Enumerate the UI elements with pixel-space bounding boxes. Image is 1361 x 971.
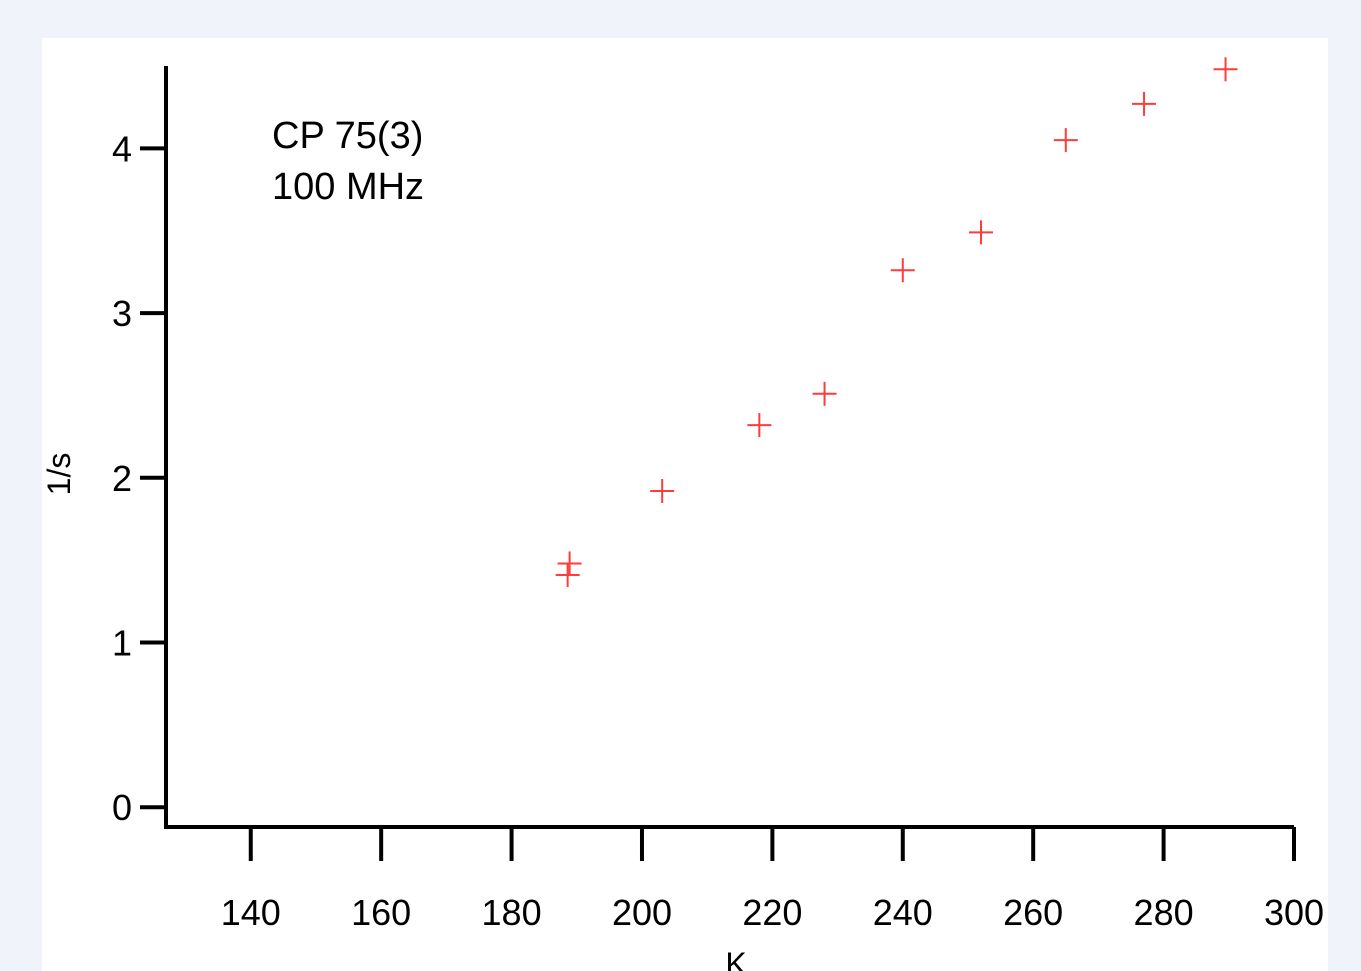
- y-tick-label: 4: [112, 128, 132, 169]
- data-point: [812, 381, 837, 406]
- y-tick-label: 2: [112, 458, 132, 499]
- y-axis-label: 1/s: [42, 453, 77, 496]
- x-tick-label: 300: [1264, 892, 1324, 933]
- x-tick-label: 180: [482, 892, 542, 933]
- x-tick-label: 280: [1134, 892, 1194, 933]
- data-point: [557, 551, 582, 576]
- data-point: [969, 220, 994, 245]
- data-point: [747, 413, 772, 438]
- annotation-sample-name: CP 75(3): [272, 115, 423, 157]
- y-tick-label: 1: [112, 623, 132, 664]
- x-tick-label: 200: [612, 892, 672, 933]
- x-tick-label: 260: [1003, 892, 1063, 933]
- x-tick-label: 160: [351, 892, 411, 933]
- y-ticks: 0 1 2 3 4: [112, 128, 166, 828]
- data-point: [650, 478, 675, 503]
- x-tick-label: 140: [221, 892, 281, 933]
- y-tick-label: 3: [112, 293, 132, 334]
- y-tick-label: 0: [112, 787, 132, 828]
- data-point: [1053, 128, 1078, 153]
- data-point: [555, 562, 580, 587]
- data-points: [555, 57, 1238, 587]
- data-point: [1132, 91, 1157, 116]
- data-point: [1213, 57, 1238, 82]
- data-point: [890, 258, 915, 283]
- x-axis-label: K: [725, 946, 746, 971]
- x-tick-label: 220: [742, 892, 802, 933]
- x-ticks: 140 160 180 200 220 240 260 280 300: [221, 827, 1324, 933]
- axes: [164, 66, 1294, 829]
- annotation-frequency: 100 MHz: [272, 166, 424, 208]
- x-tick-label: 240: [873, 892, 933, 933]
